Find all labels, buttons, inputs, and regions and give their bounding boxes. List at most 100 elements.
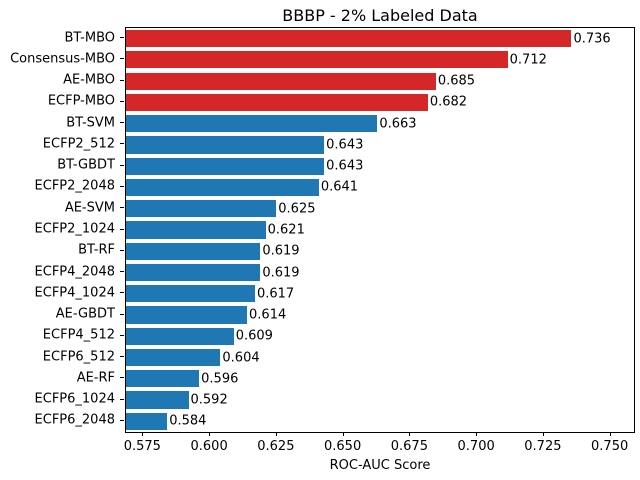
x-tick-mark [275, 432, 277, 436]
x-tick-mark [209, 432, 211, 436]
plot-area: 0.736 0.712 0.685 0.682 0.663 0.643 0.643 0.641… [125, 27, 635, 433]
x-tick-label: 0.675 [390, 439, 428, 454]
x-tick-label: 0.700 [457, 439, 495, 454]
y-tick-label: BT-SVM [66, 115, 115, 131]
bar [126, 72, 436, 90]
y-tick-label: BT-RF [78, 242, 115, 258]
bar-row: 0.685 [126, 71, 634, 92]
bar [126, 263, 261, 282]
y-tick-mark [120, 58, 124, 60]
x-tick-label: 0.600 [190, 439, 228, 454]
bar [126, 242, 261, 260]
bar-value-label: 0.609 [235, 328, 273, 344]
y-axis: BT-MBO Consensus-MBO AE-MBO ECFP-MBO BT-SVM E… [0, 27, 125, 431]
bar [126, 178, 319, 197]
bar-value-label: 0.712 [509, 52, 547, 68]
bar [126, 412, 168, 430]
x-axis-label: ROC-AUC Score [329, 458, 431, 473]
bar-row: 0.614 [126, 304, 634, 325]
bar [126, 306, 248, 324]
y-tick-mark [120, 122, 124, 124]
bar [126, 136, 325, 154]
y-tick-label: ECFP2_2048 [34, 178, 115, 194]
y-tick-mark [120, 37, 124, 39]
bar-value-label: 0.685 [437, 73, 476, 89]
bar [126, 51, 508, 69]
y-tick-mark [120, 419, 124, 421]
bar [126, 200, 277, 218]
y-tick-mark [120, 271, 124, 273]
y-tick-label: ECFP4_1024 [34, 285, 115, 301]
y-tick-label: BT-MBO [64, 30, 116, 46]
y-tick-label: ECFP6_2048 [34, 412, 115, 428]
y-tick-label: BT-GBDT [57, 157, 115, 173]
x-tick-label: 0.575 [123, 439, 161, 454]
y-tick-mark [120, 356, 124, 358]
bar-row: 0.641 [126, 177, 634, 198]
x-tick-mark [342, 432, 344, 436]
y-tick-mark [120, 207, 124, 209]
chart-title: BBBP - 2% Labeled Data [282, 6, 478, 25]
y-tick-label: ECFP4_512 [42, 327, 115, 343]
bar-row: 0.643 [126, 156, 634, 177]
y-tick-label: AE-SVM [64, 200, 115, 216]
bar-row: 0.596 [126, 368, 634, 389]
bar-row: 0.592 [126, 389, 634, 410]
y-tick-mark [120, 377, 124, 379]
y-tick-mark [120, 313, 124, 315]
bar-row: 0.625 [126, 198, 634, 219]
bar-value-label: 0.663 [379, 116, 417, 132]
y-tick-mark [120, 100, 124, 102]
x-tick-label: 0.625 [257, 439, 295, 454]
x-tick-mark [409, 432, 411, 436]
bar-row: 0.619 [126, 241, 634, 262]
x-tick-mark [476, 432, 478, 436]
bar-value-label: 0.617 [256, 286, 295, 302]
bar-row: 0.712 [126, 49, 634, 70]
y-tick-label: ECFP-MBO [47, 93, 115, 109]
bar-row: 0.609 [126, 326, 634, 347]
y-tick-mark [120, 334, 124, 336]
bar [126, 115, 378, 133]
bar-value-label: 0.619 [262, 265, 300, 281]
x-tick-label: 0.650 [324, 439, 362, 454]
x-tick-label: 0.725 [524, 439, 562, 454]
y-tick-mark [120, 143, 124, 145]
x-axis: 0.575 0.600 0.625 0.650 0.675 0.700 0.725 0.750 [123, 432, 635, 480]
bar-value-label: 0.736 [573, 31, 611, 47]
bar [126, 157, 325, 175]
y-tick-label: ECFP4_2048 [34, 264, 115, 280]
bar-row: 0.663 [126, 113, 634, 134]
x-tick-mark [542, 432, 544, 436]
bar [126, 348, 221, 367]
bar-value-label: 0.625 [278, 201, 316, 217]
bar [126, 327, 234, 345]
bar-row: 0.617 [126, 283, 634, 304]
bar-row: 0.584 [126, 411, 634, 432]
bar-value-label: 0.604 [222, 350, 260, 366]
y-tick-label: ECFP6_512 [42, 349, 115, 365]
y-tick-mark [120, 249, 124, 251]
bar-value-label: 0.682 [429, 94, 468, 110]
y-tick-label: AE-GBDT [55, 306, 115, 322]
bar-value-label: 0.643 [326, 137, 364, 153]
y-tick-label: ECFP2_1024 [34, 221, 115, 237]
y-tick-mark [120, 228, 124, 230]
bar-row: 0.736 [126, 28, 634, 49]
bar-value-label: 0.621 [267, 222, 305, 238]
bar-row: 0.604 [126, 347, 634, 368]
bar-value-label: 0.643 [326, 158, 364, 174]
bar-value-label: 0.619 [262, 243, 300, 259]
y-tick-mark [120, 292, 124, 294]
bar [126, 30, 572, 48]
x-tick-mark [142, 432, 144, 436]
bar-value-label: 0.584 [169, 413, 207, 429]
bar-row: 0.619 [126, 262, 634, 283]
bar-value-label: 0.641 [320, 179, 359, 195]
bar [126, 370, 200, 388]
bar [126, 93, 428, 111]
y-tick-label: Consensus-MBO [10, 51, 115, 67]
x-tick-mark [609, 432, 611, 436]
bar-row: 0.643 [126, 134, 634, 155]
